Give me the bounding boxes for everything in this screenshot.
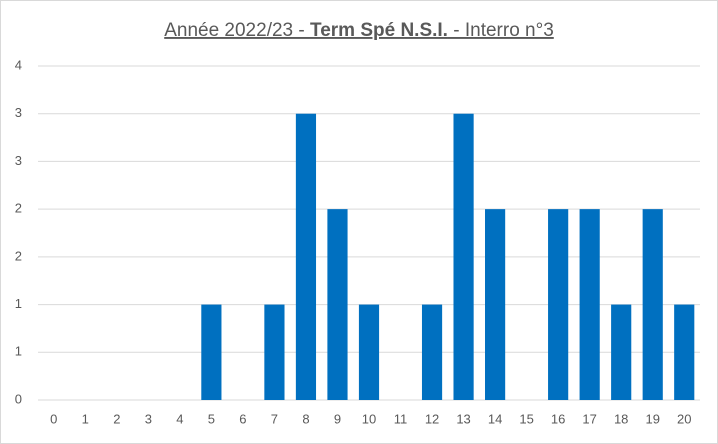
bar	[201, 304, 222, 400]
x-tick-label: 12	[425, 411, 439, 426]
bar	[642, 209, 663, 400]
y-tick-label: 3	[15, 153, 22, 168]
x-tick-label: 5	[208, 411, 215, 426]
bar	[421, 304, 443, 400]
bar	[611, 304, 632, 400]
x-tick-label: 16	[551, 411, 565, 426]
x-tick-label: 15	[519, 411, 533, 426]
title-part: Année 2022/23 -	[164, 20, 310, 41]
x-tick-label: 18	[614, 411, 628, 426]
title-part: - Interro n°3	[448, 20, 554, 41]
x-tick-label: 4	[176, 411, 183, 426]
title-part: Term Spé N.S.I.	[310, 20, 448, 41]
x-tick-label: 11	[394, 411, 408, 426]
x-tick-label: 19	[645, 411, 659, 426]
bar	[295, 113, 317, 400]
x-tick-label: 1	[82, 411, 89, 426]
x-tick-label: 3	[145, 411, 152, 426]
x-tick-label: 0	[50, 411, 57, 426]
y-tick-label: 3	[15, 105, 22, 120]
bar	[327, 209, 348, 400]
x-tick-label: 9	[334, 411, 341, 426]
bar	[358, 304, 380, 400]
y-tick-label: 0	[15, 391, 22, 406]
bar	[453, 113, 474, 400]
bar	[548, 209, 569, 400]
x-tick-label: 20	[677, 411, 691, 426]
y-tick-label: 2	[15, 248, 22, 263]
chart-title: Année 2022/23 - Term Spé N.S.I. - Interr…	[164, 20, 554, 41]
x-tick-label: 2	[113, 411, 120, 426]
bar	[485, 209, 506, 400]
x-tick-label: 14	[488, 411, 502, 426]
x-tick-label: 17	[582, 411, 596, 426]
x-tick-label: 10	[362, 411, 376, 426]
y-tick-label: 4	[15, 57, 22, 72]
x-tick-label: 6	[239, 411, 246, 426]
bar	[264, 304, 285, 400]
x-tick-label: 8	[302, 411, 309, 426]
y-tick-label: 1	[15, 344, 22, 359]
bar	[674, 304, 695, 400]
x-tick-label: 13	[456, 411, 470, 426]
x-tick-label: 7	[271, 411, 278, 426]
y-tick-label: 1	[15, 296, 22, 311]
bar	[579, 209, 600, 400]
y-tick-label: 2	[15, 201, 22, 216]
